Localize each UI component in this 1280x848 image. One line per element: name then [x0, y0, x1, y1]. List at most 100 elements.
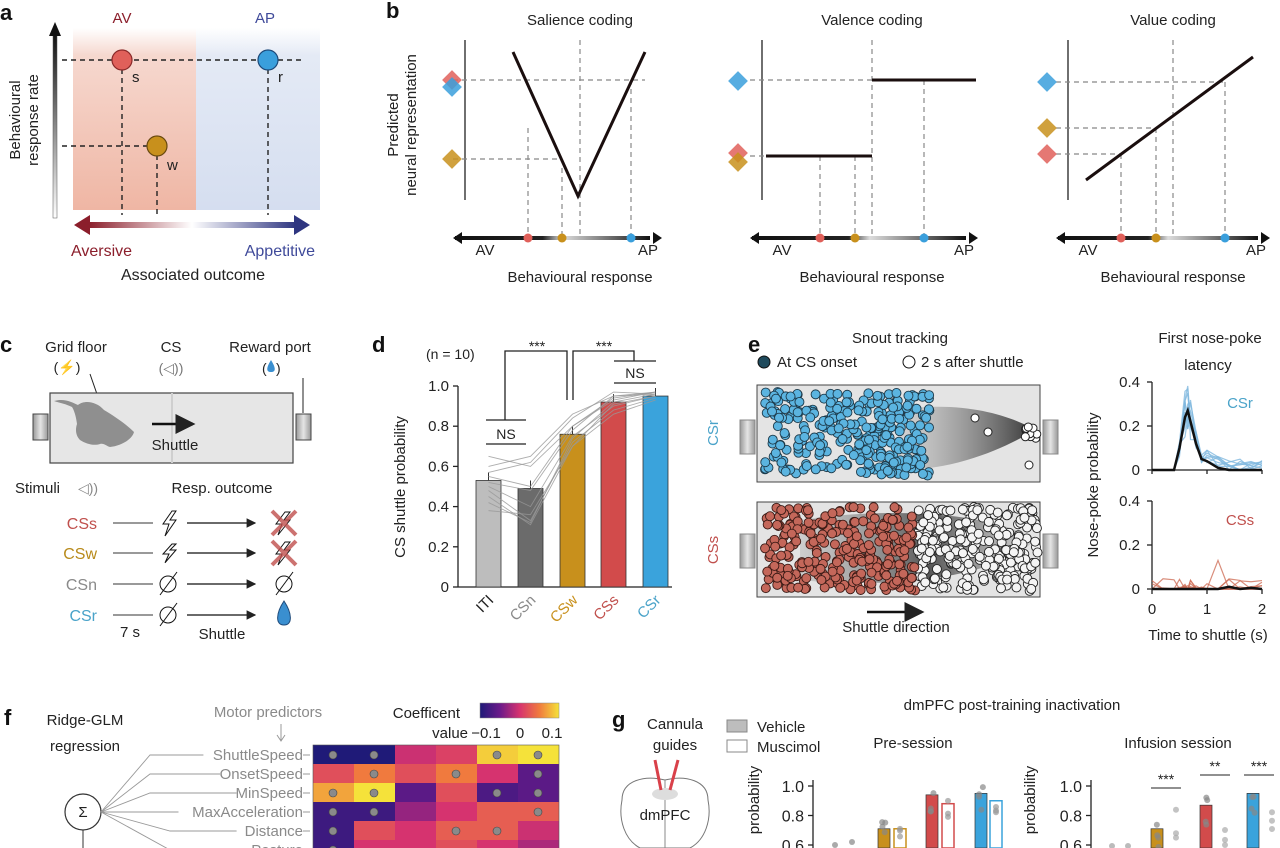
onset-dot-csr — [877, 414, 888, 425]
onset-dot-css — [829, 539, 840, 550]
after-dot-css — [1011, 582, 1022, 593]
animal-dot — [1153, 821, 1160, 828]
onset-dot-css — [889, 502, 900, 513]
after-dot-css — [961, 517, 972, 528]
onset-dot-csr — [854, 439, 865, 450]
heatmap-cell — [313, 764, 354, 783]
x-label: Behavioural response — [507, 269, 652, 286]
onset-dot-csr — [801, 461, 812, 471]
y-tick-label: 0.4 — [1119, 493, 1140, 510]
after-dot-css — [963, 558, 974, 569]
sigma-symbol: Σ — [78, 804, 87, 821]
response-dot — [523, 233, 533, 243]
predictor-label: OnsetSpeed — [220, 766, 303, 783]
onset-dot-css — [878, 531, 889, 542]
y-label-1: Behavioural — [7, 80, 24, 159]
point-r — [257, 49, 279, 71]
animal-dot — [1155, 844, 1162, 848]
panel-e: e Snout tracking At CS onset 2 s after s… — [705, 330, 1268, 644]
cbar-tick-max: 0.1 — [542, 725, 563, 742]
onset-dot-css — [878, 520, 889, 531]
colorbar — [479, 702, 560, 719]
onset-dot-css — [866, 578, 877, 589]
av-label: AV — [1079, 242, 1098, 259]
right-arrowhead-icon — [1261, 232, 1270, 244]
stimulus-row: CSr — [69, 600, 291, 627]
onset-dot-css — [892, 575, 902, 586]
av-label: AV — [113, 10, 132, 27]
np-csr-label: CSr — [1227, 395, 1253, 412]
after-dot-css — [983, 547, 994, 557]
x-label: Behavioural response — [799, 269, 944, 286]
animal-dot — [1248, 805, 1255, 812]
onset-dot-csr — [921, 412, 932, 423]
predictor-connector — [100, 792, 237, 813]
y-tick-label: 0.6 — [1060, 838, 1082, 848]
stimuli-label: Stimuli — [15, 480, 60, 497]
weak-shock-icon — [161, 543, 178, 564]
svg-text:(⚡): (⚡) — [54, 359, 81, 376]
x-tick-label: CSr — [634, 592, 664, 622]
predictor-connector — [100, 811, 237, 832]
animal-dot — [1222, 841, 1228, 848]
after-dot-css — [984, 536, 994, 547]
onset-dot-csr — [915, 460, 926, 471]
null-icon — [159, 571, 178, 596]
onset-dot-css — [841, 543, 852, 554]
predictor-label: Distance — [245, 823, 303, 840]
after-dot-css — [1031, 523, 1042, 534]
infusion-session-title: Infusion session — [1124, 735, 1232, 752]
animal-dot — [1249, 794, 1256, 801]
onset-dot-csr — [864, 434, 874, 445]
onset-dot-css — [909, 562, 920, 573]
onset-dot-csr — [842, 407, 853, 418]
after-dot-css — [923, 510, 934, 521]
after-dot-css — [955, 534, 966, 545]
left-port — [32, 413, 49, 441]
significance-dot — [328, 807, 338, 817]
cannula-label-2: guides — [653, 737, 697, 754]
onset-dot-csr — [924, 390, 935, 401]
left-arrowhead-icon — [1056, 232, 1065, 244]
after-dot-css — [973, 528, 984, 539]
after-dot-css — [993, 530, 1004, 541]
after-dot-csr — [983, 427, 993, 437]
subplot-title: Value coding — [1130, 12, 1216, 29]
heatmap-cell — [518, 840, 559, 848]
y-axis-label: probability — [1022, 765, 1039, 834]
significance-stars: *** — [1158, 771, 1175, 787]
null-circle — [275, 575, 293, 593]
shock-icon — [162, 510, 177, 537]
point-s — [111, 49, 133, 71]
after-dot-css — [1022, 522, 1033, 533]
after-dot-css — [944, 550, 955, 561]
animal-dot — [1251, 809, 1258, 816]
sig-bracket-2: *** — [596, 338, 613, 354]
onset-dot-csr — [779, 428, 790, 439]
after-dot-css — [1002, 574, 1013, 585]
significance-stars: *** — [1251, 758, 1268, 774]
after-dot-css — [931, 564, 942, 575]
onset-dot-css — [858, 516, 869, 527]
ap-label: AP — [954, 242, 974, 259]
onset-dot-csr — [902, 400, 913, 411]
speaker-icon: (◁)) — [159, 360, 184, 376]
onset-dot-csr — [774, 412, 784, 423]
onset-dot-css — [762, 519, 773, 530]
av-label: AV — [773, 242, 792, 259]
onset-dot-css — [805, 528, 816, 539]
y-label-1: Predicted — [385, 93, 402, 156]
y-tick-label: 0.2 — [1119, 537, 1140, 554]
animal-dot — [897, 833, 903, 840]
panel-b: b Predicted neural representation Salien… — [385, 0, 1270, 286]
animal-dot — [945, 813, 951, 820]
onset-dot-csr — [832, 388, 843, 399]
onset-dot-csr — [911, 403, 922, 414]
panel-d: d (n = 10) 0 0.2 0.4 0.6 0.8 1.0 CS shuttle pr… — [372, 332, 672, 626]
aversive-label: Aversive — [71, 243, 132, 260]
cbar-label-2: value — [432, 725, 468, 742]
coding-function-line — [766, 78, 976, 158]
predictor-connector — [100, 754, 204, 813]
onset-dot-css — [776, 505, 787, 516]
y-tick-label: 0 — [1132, 462, 1140, 479]
